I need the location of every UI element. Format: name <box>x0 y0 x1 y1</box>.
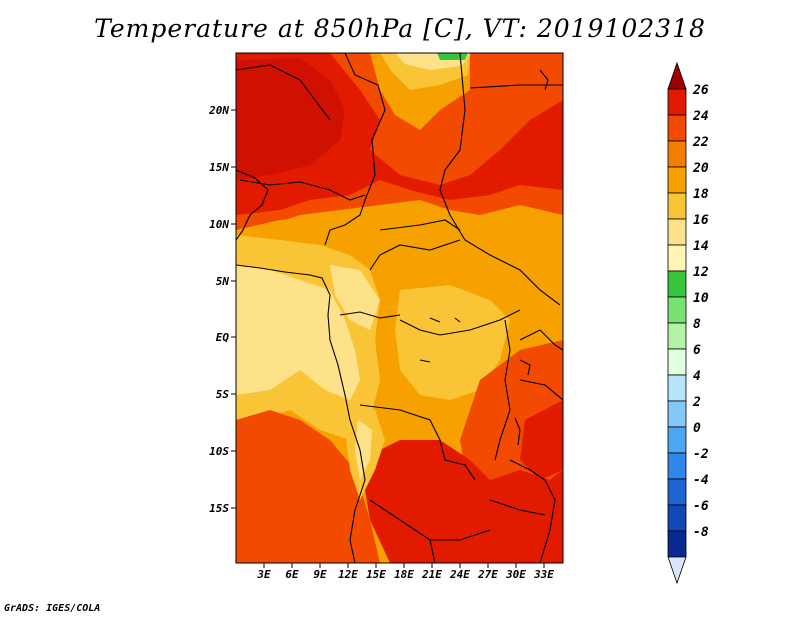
colorbar-segment <box>667 296 687 324</box>
colorbar-label: 10 <box>693 291 709 306</box>
sahara-cold-spot <box>437 53 468 60</box>
longitude-labels: 3E 6E 9E 12E 15E 18E 21E 24E 27E 30E 33E <box>256 568 554 581</box>
map-title: Temperature at 850hPa [C], VT: 201910231… <box>94 14 706 43</box>
colorbar-segment <box>667 88 687 116</box>
angola-coast-16 <box>355 420 372 480</box>
grads-credit: GrADS: IGES/COLA <box>4 603 101 614</box>
lon-label: 15E <box>366 568 386 581</box>
colorbar-label: 14 <box>693 239 709 254</box>
colorbar-segment <box>667 166 687 194</box>
colorbar-segment <box>667 556 687 585</box>
latitude-labels: 20N 15N 10N 5N EQ 5S 10S 15S <box>208 104 229 515</box>
colorbar-label: -4 <box>693 473 709 488</box>
hot-core-west <box>236 58 345 180</box>
border-algeria-mali <box>236 64 331 121</box>
colorbar-segment <box>667 452 687 480</box>
colorbar-segment <box>667 400 687 428</box>
lon-label: 6E <box>285 568 299 581</box>
lon-label: 9E <box>313 568 327 581</box>
colorbar-segment <box>667 478 687 506</box>
colorbar-segment <box>667 244 687 272</box>
west-coast-north <box>236 169 269 241</box>
colorbar-label: 26 <box>692 83 709 98</box>
lat-label: 20N <box>208 104 229 117</box>
lon-label: 3E <box>256 568 271 581</box>
colorbar-label: 4 <box>693 369 701 384</box>
colorbar-segment <box>667 322 687 350</box>
basin-18 <box>395 285 510 400</box>
lake-malawi <box>514 417 521 446</box>
border-tanzania <box>519 379 563 401</box>
sinai-coast <box>539 69 549 91</box>
border-egypt <box>469 84 563 89</box>
colorbar-label: 0 <box>693 421 701 436</box>
border-congo <box>339 311 401 319</box>
lat-label: 10N <box>209 218 229 231</box>
country-borders <box>236 53 563 563</box>
lon-label: 24E <box>449 568 470 581</box>
colorbar-segment <box>667 218 687 246</box>
colorbar-label: -8 <box>693 525 709 540</box>
colorbar <box>667 61 687 585</box>
band-southwest-22 <box>236 410 380 563</box>
hot-core-south <box>360 440 563 563</box>
lat-label: 5S <box>216 388 230 401</box>
colorbar-segment <box>667 61 687 90</box>
lat-label: 10S <box>209 445 229 458</box>
border-sudan <box>439 53 561 306</box>
border-drc-north <box>399 309 521 336</box>
colorbar-segment <box>667 192 687 220</box>
colorbar-label: 8 <box>693 317 701 332</box>
axis-ticks <box>231 109 545 568</box>
colorbar-segment <box>667 114 687 142</box>
colorbar-segment <box>667 504 687 532</box>
colorbar-segment <box>667 426 687 454</box>
lon-label: 21E <box>421 568 442 581</box>
colorbar-label: 18 <box>693 187 709 202</box>
colorbar-segment <box>667 140 687 168</box>
colorbar-segment <box>667 270 687 298</box>
colorbar-label: 16 <box>693 213 709 228</box>
lon-label: 27E <box>477 568 498 581</box>
lat-label: EQ <box>216 331 230 344</box>
colorbar-segment <box>667 374 687 402</box>
colorbar-label: 2 <box>692 395 701 410</box>
colorbar-label: 22 <box>692 135 709 150</box>
inland-lakes <box>419 317 461 363</box>
colorbar-label: 24 <box>692 109 709 124</box>
lon-label: 12E <box>338 568 358 581</box>
border-kenya <box>519 329 563 351</box>
lon-label: 30E <box>505 568 526 581</box>
border-drc-east <box>494 319 511 461</box>
colorbar-label: 12 <box>693 265 709 280</box>
lake-tanganyika <box>519 359 531 376</box>
map-frame <box>235 52 564 564</box>
colorbar-segment <box>667 530 687 558</box>
border-mozambique <box>509 459 556 563</box>
border-car-north <box>379 219 461 231</box>
border-car-south <box>369 239 461 271</box>
border-niger-chad <box>324 53 386 246</box>
lon-label: 18E <box>394 568 414 581</box>
lat-label: 15S <box>209 502 229 515</box>
hot-core-mozambique <box>520 400 563 480</box>
colorbar-label: -6 <box>693 499 709 514</box>
colorbar-label: 20 <box>692 161 709 176</box>
lat-label: 15N <box>209 161 229 174</box>
colorbar-label: -2 <box>693 447 709 462</box>
border-botswana <box>429 539 436 563</box>
lon-label: 33E <box>533 568 554 581</box>
lat-label: 5N <box>216 275 230 288</box>
colorbar-label: 6 <box>693 343 701 358</box>
atlantic-coastline <box>236 264 366 563</box>
colorbar-segment <box>667 348 687 376</box>
temperature-field <box>236 53 563 563</box>
border-zimbabwe <box>489 499 546 516</box>
gulf-16 <box>236 265 360 400</box>
border-angola-north <box>359 404 476 481</box>
border-sahel <box>239 179 366 201</box>
